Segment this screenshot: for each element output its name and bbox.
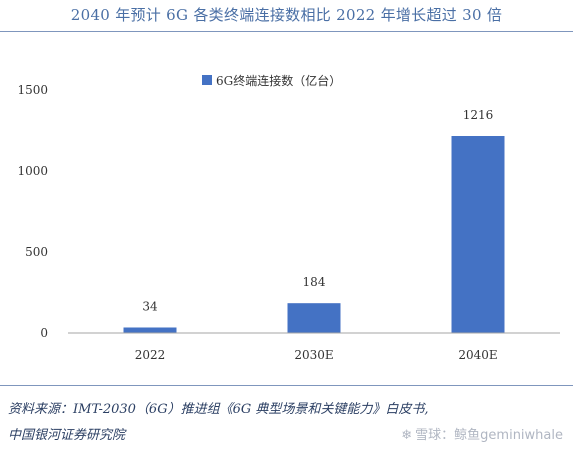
legend-label: 6G终端连接数（亿台）: [216, 73, 341, 88]
data-label: 184: [303, 275, 326, 289]
watermark: ❄ 雪球：鲸鱼geminiwhale: [401, 424, 563, 443]
bars: 34 184 1216: [123, 108, 505, 333]
source-note-line1: 资料来源：IMT-2030（6G）推进组《6G 典型场景和关键能力》白皮书,: [8, 402, 429, 417]
x-tick-label: 2040E: [458, 348, 497, 362]
y-tick-label: 1500: [17, 83, 48, 97]
chart-title: 2040 年预计 6G 各类终端连接数相比 2022 年增长超过 30 倍: [70, 6, 503, 24]
watermark-text: 雪球：鲸鱼geminiwhale: [415, 428, 563, 443]
bar-2022: [123, 327, 177, 333]
legend-swatch: [202, 75, 212, 85]
data-label: 34: [142, 299, 158, 313]
data-label: 1216: [463, 108, 494, 122]
y-tick-label: 500: [25, 245, 48, 259]
bar-2040E: [451, 136, 505, 333]
snowflake-icon: ❄: [401, 428, 413, 443]
y-tick-label: 1000: [17, 164, 48, 178]
bar-2030E: [287, 303, 341, 333]
x-tick-label: 2022: [135, 348, 166, 362]
y-tick-label: 0: [40, 326, 48, 340]
bottom-divider: [0, 385, 573, 386]
y-axis: 0 500 1000 1500: [17, 83, 48, 340]
legend: 6G终端连接数（亿台）: [202, 73, 341, 88]
x-axis: 2022 2030E 2040E: [68, 332, 560, 362]
x-tick-label: 2030E: [294, 348, 333, 362]
source-note-line2: 中国银河证券研究院: [8, 428, 126, 443]
top-divider: [0, 31, 573, 32]
